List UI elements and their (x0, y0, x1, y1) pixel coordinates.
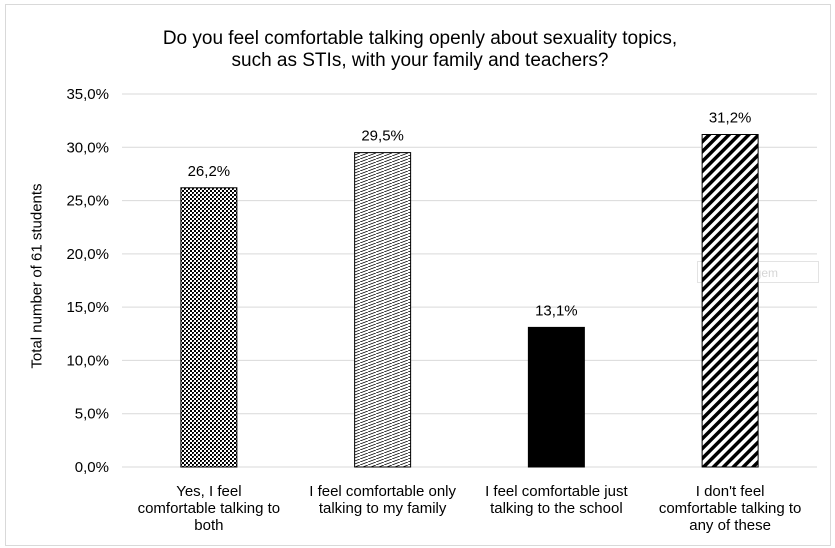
y-tick-label: 35,0% (66, 86, 109, 103)
x-tick-label-line: I feel comfortable only (309, 483, 456, 500)
x-tick-label-line: I don't feel (695, 483, 765, 500)
bar (701, 133, 759, 468)
y-tick-label: 5,0% (75, 406, 109, 423)
chart-title-line: Do you feel comfortable talking openly a… (162, 28, 678, 49)
y-tick-label: 30,0% (66, 139, 109, 156)
bar (354, 152, 412, 468)
x-tick-label: Yes, I feel comfortable talking to both (121, 483, 297, 534)
x-tick-label: I don't feel comfortable talking to any of… (642, 483, 818, 534)
chart-title: Do you feel comfortable talking openly a… (60, 28, 780, 72)
x-tick-label-line: any of these (689, 517, 771, 534)
x-tick-label: I feel comfortable only talking to my fam… (295, 483, 471, 517)
y-tick-label: 0,0% (75, 459, 109, 476)
x-tick-label-line: comfortable talking to (658, 500, 802, 517)
y-tick-label: 25,0% (66, 193, 109, 210)
x-tick-label-line: both (194, 517, 224, 534)
x-tick-label: I feel comfortable just talking to the sc… (468, 483, 644, 517)
data-label: 29,5% (361, 128, 404, 145)
bar (527, 326, 585, 468)
x-tick-label-line: I feel comfortable just (485, 483, 628, 500)
data-label: 31,2% (709, 109, 752, 126)
bar (180, 187, 238, 468)
y-tick-label: 20,0% (66, 246, 109, 263)
x-tick-label-line: talking to my family (318, 500, 447, 517)
data-label: 26,2% (188, 163, 231, 180)
x-tick-label-line: comfortable talking to (137, 500, 281, 517)
y-tick-label: 15,0% (66, 299, 109, 316)
x-tick-label-line: Yes, I feel (176, 483, 242, 500)
data-label: 13,1% (535, 302, 578, 319)
chart-title-line: such as STIs, with your family and teach… (231, 50, 609, 71)
y-tick-label: 10,0% (66, 352, 109, 369)
x-tick-label-line: talking to the school (490, 500, 623, 517)
